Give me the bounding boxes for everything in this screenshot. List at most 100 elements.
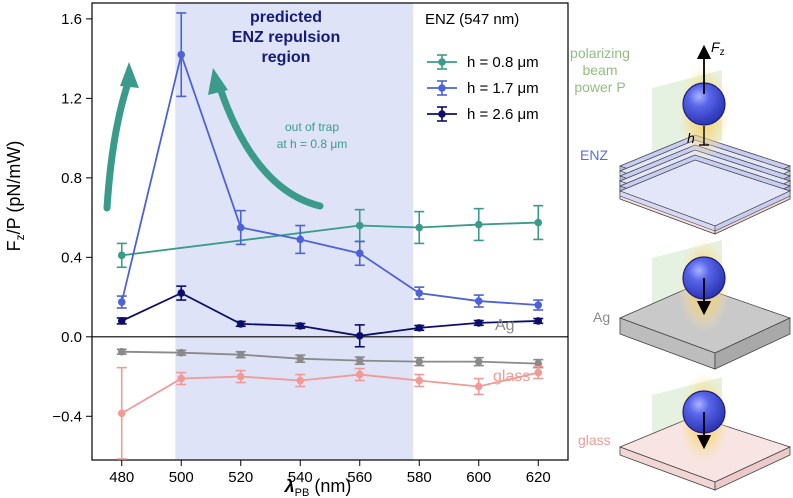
ag-substrate-side — [714, 317, 791, 370]
h-label: h — [687, 130, 695, 146]
y-tick-label: 0.0 — [61, 329, 82, 346]
legend-title: ENZ (547 nm) — [425, 11, 519, 28]
series-line — [121, 371, 539, 415]
plot-area: 480 500 520 540 560 580 600 620 −0.4 0.0 0.4 0.8 1.2… — [52, 2, 569, 486]
y-tick-label: 0.4 — [61, 249, 82, 266]
data-point — [177, 50, 186, 59]
enz-schematic: Fz h polarizing beam power P ENZ — [570, 39, 792, 235]
enz-layers — [618, 134, 792, 232]
glass-schematic-label: glass — [578, 432, 611, 448]
data-point — [117, 409, 126, 418]
shaded-region-label: predicted ENZ repulsion region — [232, 9, 340, 66]
data-point — [117, 317, 126, 325]
data-point — [474, 382, 483, 391]
data-point — [236, 350, 245, 359]
x-tick-label: 580 — [407, 469, 432, 486]
data-point — [117, 298, 126, 306]
data-point — [474, 220, 483, 229]
beam-label-line-3: power P — [574, 79, 625, 95]
data-point — [177, 289, 186, 297]
data-point — [177, 374, 186, 383]
data-point — [534, 359, 543, 368]
falling-arrow-shaft — [216, 84, 324, 210]
ag-schematic: Ag — [593, 237, 792, 370]
annotation-line-1: out of trap — [285, 120, 339, 134]
data-point — [534, 301, 543, 309]
shaded-region — [175, 3, 414, 460]
rising-arrow-shaft — [103, 76, 133, 212]
x-tick-label: 520 — [228, 469, 253, 486]
glass-substrate-side — [714, 446, 791, 491]
x-tick-label: 620 — [526, 469, 551, 486]
series-line — [120, 51, 539, 306]
shaded-label-line-2: ENZ repulsion — [232, 29, 340, 46]
data-point — [534, 317, 543, 325]
force-label: Fz — [711, 39, 725, 58]
data-point — [177, 348, 186, 357]
data-point — [117, 251, 126, 260]
data-point — [296, 354, 305, 363]
data-point — [296, 322, 305, 330]
x-tick-label: 600 — [466, 469, 491, 486]
legend-label: h = 2.6 μm — [467, 106, 539, 123]
data-point — [355, 332, 364, 340]
data-point — [355, 370, 364, 379]
glass-schematic: glass — [578, 372, 792, 491]
y-tick-label: −0.4 — [52, 408, 82, 425]
glass-series-label: glass — [493, 368, 530, 385]
x-tick-label: 540 — [288, 469, 313, 486]
legend-marker — [438, 58, 446, 66]
x-tick-label: 480 — [109, 469, 134, 486]
data-point — [236, 372, 245, 381]
data-point — [474, 357, 483, 366]
beam-label-line-2: beam — [582, 62, 617, 78]
data-point — [534, 368, 543, 377]
trend-arrows — [103, 62, 324, 212]
legend: h = 0.8 μm h = 1.7 μm h = 2.6 μm — [427, 54, 539, 123]
schematic: Fz h polarizing beam power P ENZ Ag — [570, 39, 792, 491]
series-1 — [116, 12, 544, 311]
out-of-trap-annotation: out of trap at h = 0.8 μm — [277, 120, 348, 151]
data-point — [415, 289, 424, 297]
data-point — [236, 320, 245, 328]
data-point — [236, 223, 245, 232]
data-point — [474, 319, 483, 327]
beam-label-line-1: polarizing — [570, 45, 630, 61]
data-point — [474, 297, 483, 305]
x-axis-label: λPB (nm) — [284, 476, 352, 498]
legend-marker — [438, 110, 446, 118]
annotation-line-2: at h = 0.8 μm — [277, 137, 348, 151]
x-tick-label: 500 — [169, 469, 194, 486]
enz-label: ENZ — [580, 147, 608, 163]
series-line — [121, 350, 539, 365]
data-point — [415, 357, 424, 366]
series-3 — [116, 347, 544, 369]
data-point — [355, 249, 364, 258]
legend-label: h = 0.8 μm — [467, 54, 539, 71]
data-point — [415, 376, 424, 385]
shaded-label-line-3: region — [262, 49, 311, 66]
series-2 — [116, 285, 544, 348]
data-point — [117, 347, 126, 356]
legend-marker — [438, 84, 446, 92]
rising-arrow-head — [120, 62, 139, 88]
data-point — [296, 376, 305, 385]
enz-layer-side — [714, 190, 791, 232]
data-point — [355, 221, 364, 230]
y-tick-label: 0.8 — [61, 170, 82, 187]
y-tick-label: 1.6 — [61, 11, 82, 28]
x-tick-label: 560 — [347, 469, 372, 486]
y-tick-label: 1.2 — [61, 90, 82, 107]
ag-schematic-label: Ag — [593, 309, 610, 325]
y-axis-label: Fz/P (pN/mW) — [4, 141, 27, 252]
data-point — [534, 218, 543, 227]
ag-series-label: Ag — [495, 317, 515, 334]
series-line — [121, 292, 539, 337]
plot-frame — [91, 2, 569, 461]
data-point — [415, 324, 424, 332]
data-point — [355, 356, 364, 365]
shaded-label-line-1: predicted — [250, 9, 322, 26]
falling-arrow-head — [208, 68, 228, 95]
data-point — [296, 235, 305, 244]
